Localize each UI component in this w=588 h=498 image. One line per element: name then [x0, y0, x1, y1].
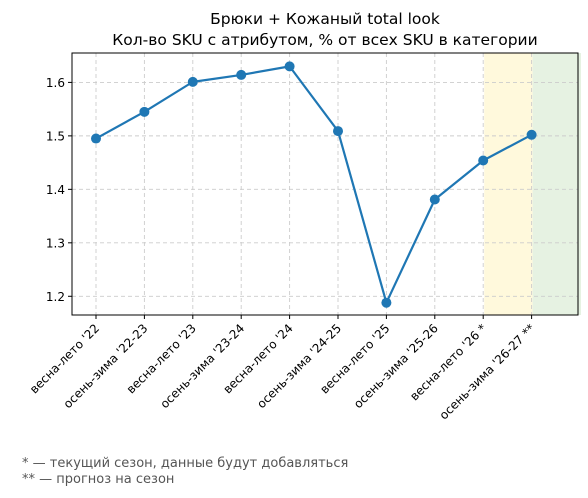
grid-lines: [72, 53, 578, 315]
highlight-band-2: [532, 53, 581, 315]
y-tick-label: 1.5: [46, 129, 65, 143]
season-highlight-bands: [484, 53, 581, 315]
y-tick-label: 1.2: [46, 290, 65, 304]
y-tick-label: 1.6: [46, 76, 65, 90]
x-tick-label: осень-зима '22-23: [61, 321, 151, 411]
series-line: [91, 61, 537, 308]
series-path: [95, 65, 533, 304]
data-point: [139, 106, 150, 117]
data-point: [429, 194, 440, 205]
plot-frame: [71, 52, 579, 316]
y-axis: 1.2 1.3 1.4 1.5 1.6: [46, 76, 72, 304]
data-point: [91, 133, 101, 144]
x-tick-label: осень-зима '24-25: [254, 321, 344, 411]
data-point: [333, 126, 343, 137]
line-chart: 1.2 1.3 1.4 1.5 1.6 весна-лето '22осень-зима…: [27, 10, 581, 422]
y-tick-label: 1.3: [46, 236, 65, 250]
highlight-band-1: [484, 53, 533, 315]
data-point: [478, 155, 489, 166]
data-point: [381, 297, 392, 308]
data-point: [284, 61, 295, 72]
data-point: [236, 69, 247, 80]
footnote-forecast: ** — прогноз на сезон: [22, 472, 175, 487]
chart-subtitle: Кол-во SKU с атрибутом, % от всех SKU в …: [112, 31, 537, 49]
chart-title: Брюки + Кожаный total look: [210, 10, 440, 28]
footnote-current-season: * — текущий сезон, данные будут добавлят…: [22, 456, 349, 471]
x-tick-label: осень-зима '25-26: [351, 321, 441, 411]
data-point: [187, 76, 198, 87]
y-tick-label: 1.4: [46, 183, 65, 197]
data-point: [526, 129, 537, 140]
x-tick-label: осень-зима '23-24: [157, 321, 247, 411]
x-tick-label: осень-зима '26-27 **: [437, 321, 538, 422]
